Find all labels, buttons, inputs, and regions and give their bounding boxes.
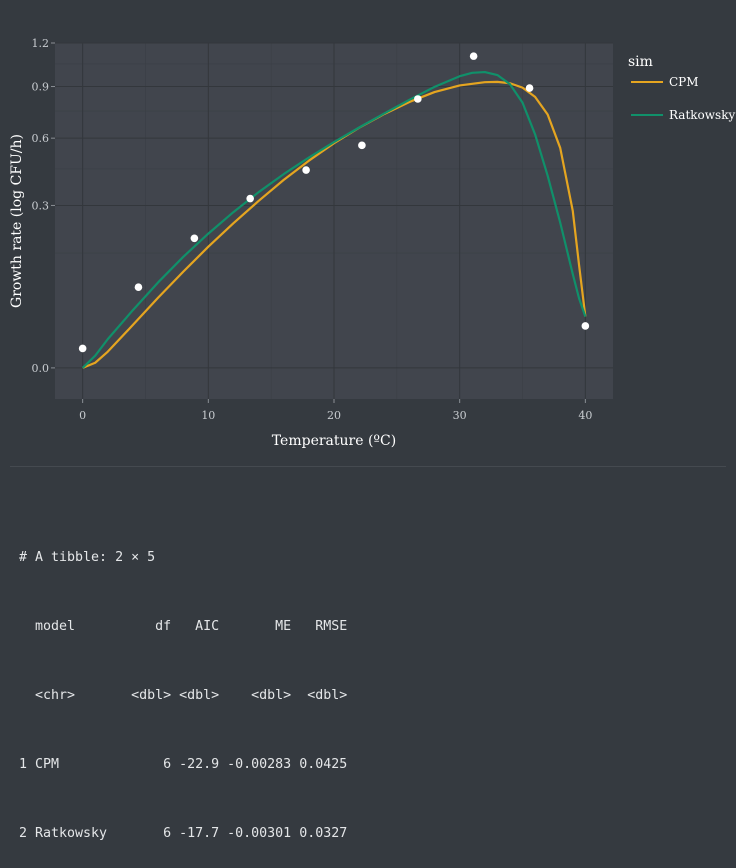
data-point: [469, 52, 478, 60]
x-tick-label: 20: [327, 409, 341, 422]
x-tick-label: 30: [453, 409, 467, 422]
y-tick-label: 0.9: [32, 81, 50, 94]
y-tick-label: 0.3: [32, 199, 50, 212]
legend-label-ratkowsky: Ratkowsky: [669, 108, 735, 122]
data-point: [134, 283, 143, 292]
x-tick-label: 0: [79, 409, 86, 422]
tibble-row: 1 CPM 6 -22.9 -0.00283 0.0425: [19, 757, 348, 772]
axis-ticks: [51, 42, 586, 403]
tibble-header: # A tibble: 2 × 5: [19, 550, 156, 565]
tibble-column-names: model df AIC ME RMSE: [19, 619, 348, 634]
y-tick-label: 0.0: [32, 362, 50, 375]
legend-title: sim: [628, 54, 653, 70]
x-axis-title: Temperature (ºC): [272, 433, 396, 449]
legend-label-cpm: CPM: [669, 75, 699, 89]
data-point: [414, 95, 422, 103]
x-tick-label: 10: [201, 409, 215, 422]
major-grid: [55, 42, 613, 399]
output-divider: [10, 466, 726, 467]
tibble-column-types: <chr> <dbl> <dbl> <dbl> <dbl>: [19, 688, 348, 703]
console-output: # A tibble: 2 × 5 model df AIC ME RMSE <…: [19, 500, 347, 868]
data-point: [581, 322, 590, 330]
y-axis-title: Growth rate (log CFU/h): [9, 134, 25, 308]
y-tick-label: 1.2: [32, 37, 50, 50]
legend: sim CPM Ratkowsky: [628, 54, 735, 122]
tibble-row: 2 Ratkowsky 6 -17.7 -0.00301 0.0327: [19, 826, 348, 841]
x-tick-labels: 0 10 20 30 40: [79, 409, 592, 422]
data-point: [525, 84, 534, 92]
x-tick-label: 40: [578, 409, 592, 422]
model-curves: [81, 70, 587, 369]
data-point: [190, 234, 199, 243]
data-point: [246, 194, 254, 203]
growth-rate-chart: 0 10 20 30 40 0.0 0.3 0.6 0.9 1.2 Temperature (º…: [9, 37, 735, 449]
y-tick-label: 0.6: [32, 132, 50, 145]
data-point: [302, 166, 310, 174]
y-tick-labels: 0.0 0.3 0.6 0.9 1.2: [32, 37, 50, 375]
observed-points: [78, 52, 590, 353]
series-line-ratkowsky: [81, 70, 587, 369]
data-point: [358, 141, 366, 150]
data-point: [78, 344, 87, 353]
